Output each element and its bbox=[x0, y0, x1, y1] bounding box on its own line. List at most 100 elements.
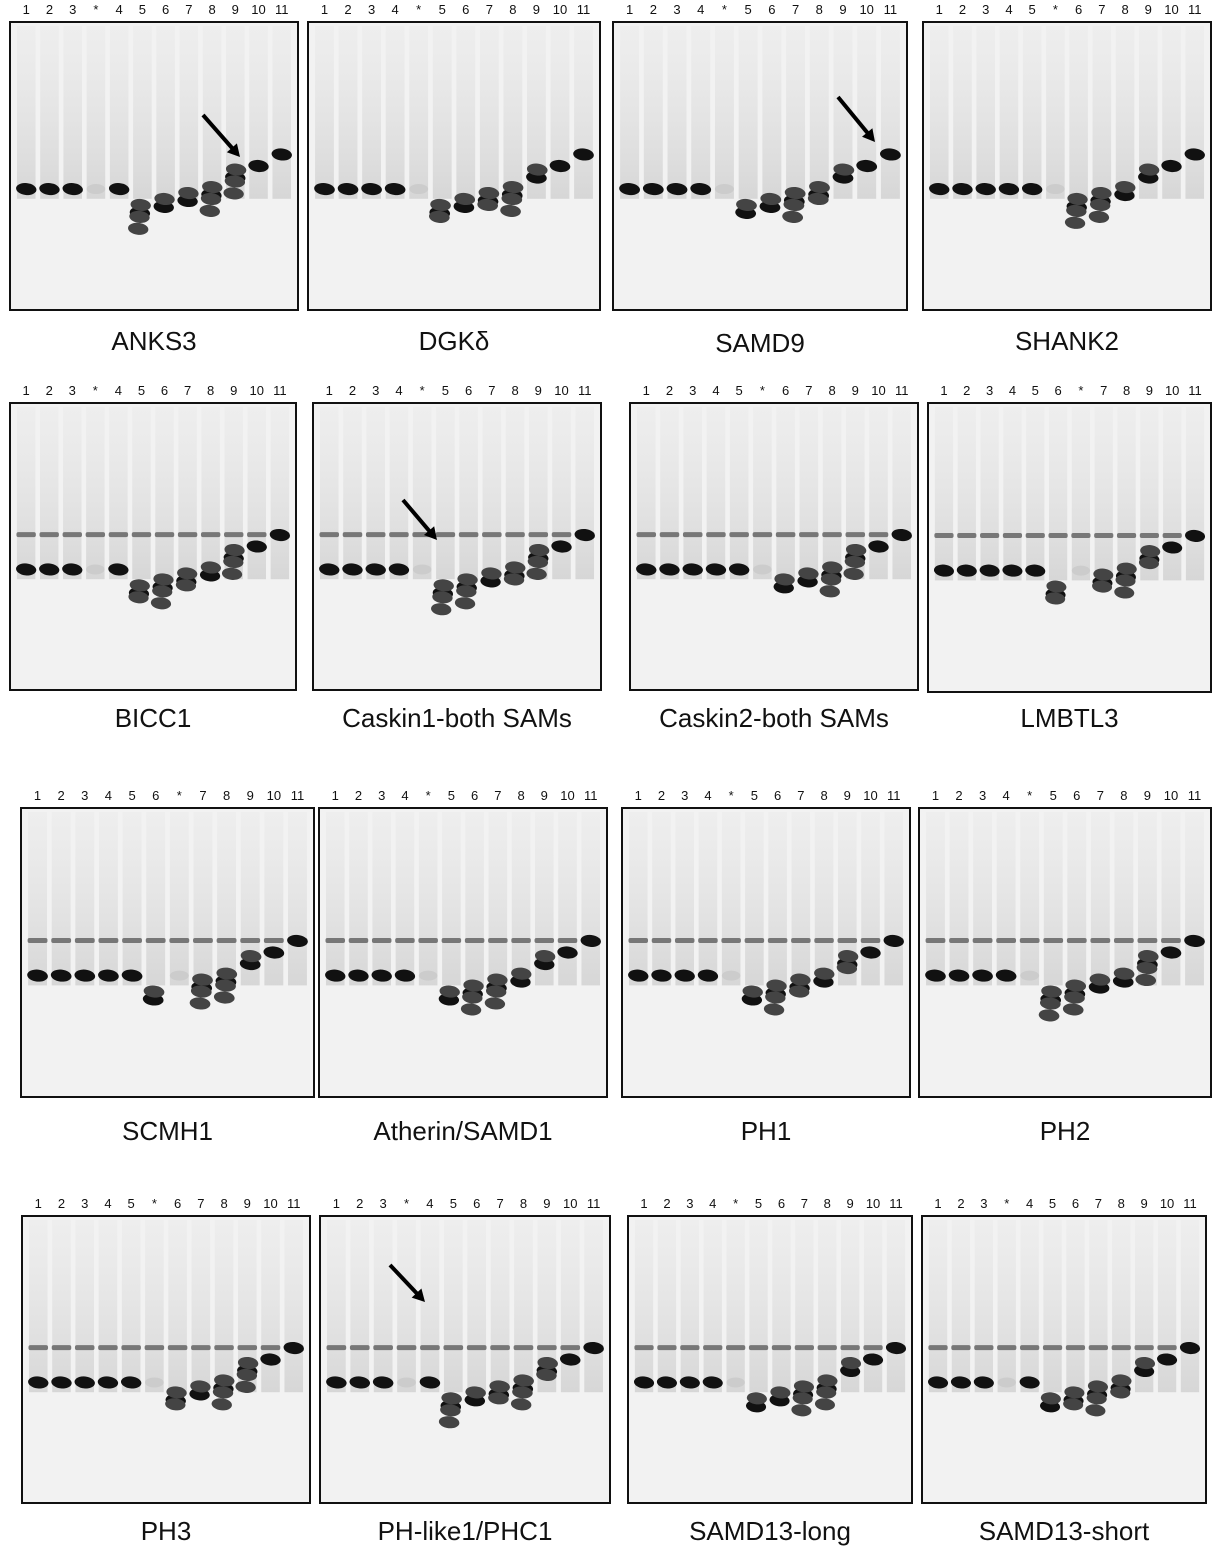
lane-label: 8 bbox=[820, 788, 827, 803]
gel-panel: 1 2 3 4 * 5 6 7 8 9 10 11 Atherin/SAMD1 bbox=[318, 788, 608, 1146]
upper-band bbox=[154, 532, 175, 538]
gel-panel: 1 2 3 4 * 5 6 7 8 9 10 11 PH2 bbox=[918, 788, 1212, 1146]
band bbox=[948, 969, 970, 982]
lane-label: 9 bbox=[839, 2, 846, 17]
band bbox=[224, 175, 246, 188]
lane-smear bbox=[776, 407, 795, 580]
band bbox=[28, 1376, 49, 1389]
band bbox=[822, 561, 843, 574]
upper-band bbox=[464, 938, 485, 944]
lane-smear bbox=[550, 26, 570, 199]
band bbox=[1064, 991, 1085, 1004]
lane-smear bbox=[409, 26, 429, 199]
upper-band bbox=[537, 1345, 557, 1351]
band bbox=[526, 163, 548, 176]
lane-label: 2 bbox=[666, 383, 673, 398]
upper-band bbox=[706, 532, 726, 538]
lane-label: 9 bbox=[533, 2, 540, 17]
gel-panel: 1 2 3 4 * 5 6 7 8 9 10 11 SAMD13-long bbox=[627, 1196, 913, 1546]
band bbox=[388, 563, 410, 576]
band bbox=[1064, 1386, 1085, 1399]
lane-label: 9 bbox=[1144, 788, 1151, 803]
lane-label: 10 bbox=[263, 1196, 277, 1211]
lane-label: 5 bbox=[736, 383, 743, 398]
upper-band bbox=[534, 938, 555, 944]
band bbox=[1111, 1374, 1132, 1387]
lane-label: * bbox=[426, 788, 431, 803]
lane-smear bbox=[226, 26, 245, 199]
band bbox=[371, 969, 392, 982]
upper-band bbox=[371, 938, 392, 944]
band bbox=[361, 182, 382, 196]
upper-band bbox=[771, 1345, 792, 1351]
lane-label: 1 bbox=[23, 383, 30, 398]
lane-label: 6 bbox=[471, 788, 478, 803]
band bbox=[178, 186, 199, 200]
lane-label: 4 bbox=[697, 2, 704, 17]
band bbox=[845, 543, 867, 557]
lane-label: 1 bbox=[936, 2, 943, 17]
band bbox=[536, 1368, 557, 1382]
band bbox=[27, 969, 48, 982]
lane-label: 2 bbox=[356, 1196, 363, 1211]
gel-panel: 1 2 3 4 5 * 6 7 8 9 10 11 Caskin2-both SAMs bbox=[629, 383, 919, 733]
band bbox=[500, 204, 521, 217]
band bbox=[372, 1376, 394, 1389]
lane-label: 6 bbox=[174, 1196, 181, 1211]
lane-label: 11 bbox=[1188, 383, 1202, 398]
lane-label: 11 bbox=[884, 2, 898, 17]
lane-smear bbox=[343, 407, 362, 580]
band bbox=[1161, 159, 1182, 173]
lane-label: 4 bbox=[392, 2, 399, 17]
upper-band bbox=[845, 532, 866, 538]
lane-label: 4 bbox=[1005, 2, 1012, 17]
lane-smear bbox=[1092, 26, 1112, 199]
band bbox=[619, 182, 640, 196]
band bbox=[973, 1376, 994, 1389]
band bbox=[237, 1356, 259, 1370]
lane-label: 8 bbox=[509, 2, 516, 17]
faint-band bbox=[418, 970, 438, 981]
lane-label: * bbox=[722, 2, 727, 17]
gel-panel: 1 2 3 4 5 6 * 7 8 9 10 11 SCMH1 bbox=[20, 788, 315, 1146]
lane-smear bbox=[928, 1220, 948, 1393]
band bbox=[1089, 973, 1111, 986]
upper-band bbox=[957, 533, 977, 539]
lane-smear bbox=[264, 812, 284, 986]
lane-smear bbox=[75, 812, 95, 986]
lane-smear bbox=[109, 407, 128, 580]
band bbox=[766, 979, 787, 992]
lane-smear bbox=[791, 812, 811, 986]
lane-label: 3 bbox=[979, 788, 986, 803]
upper-band bbox=[1113, 938, 1134, 944]
lane-smear bbox=[814, 812, 834, 986]
upper-band bbox=[814, 938, 834, 944]
band bbox=[783, 198, 805, 212]
faint-band bbox=[145, 1377, 164, 1388]
upper-band bbox=[799, 532, 819, 538]
lane-label: 6 bbox=[462, 2, 469, 17]
lane-smear bbox=[1094, 407, 1113, 581]
band bbox=[477, 198, 498, 212]
upper-band bbox=[131, 532, 152, 538]
band bbox=[742, 985, 763, 998]
lane-label: 1 bbox=[326, 383, 333, 398]
band bbox=[580, 934, 601, 948]
lane-smear bbox=[1003, 407, 1022, 581]
panel-title: SAMD9 bbox=[715, 328, 805, 358]
band bbox=[213, 991, 235, 1004]
upper-band bbox=[342, 532, 363, 538]
lane-smear bbox=[714, 26, 734, 199]
lane-smear bbox=[52, 1220, 71, 1393]
lane-smear bbox=[169, 812, 189, 986]
upper-band bbox=[1071, 533, 1091, 539]
faint-band bbox=[86, 184, 106, 195]
lane-label: 5 bbox=[745, 2, 752, 17]
lane-smear bbox=[575, 407, 595, 580]
faint-band bbox=[169, 970, 189, 981]
band bbox=[573, 148, 594, 161]
lane-label: 8 bbox=[1120, 788, 1127, 803]
lane-label: * bbox=[1078, 383, 1083, 398]
band bbox=[933, 564, 954, 577]
gel-border bbox=[319, 1215, 611, 1504]
